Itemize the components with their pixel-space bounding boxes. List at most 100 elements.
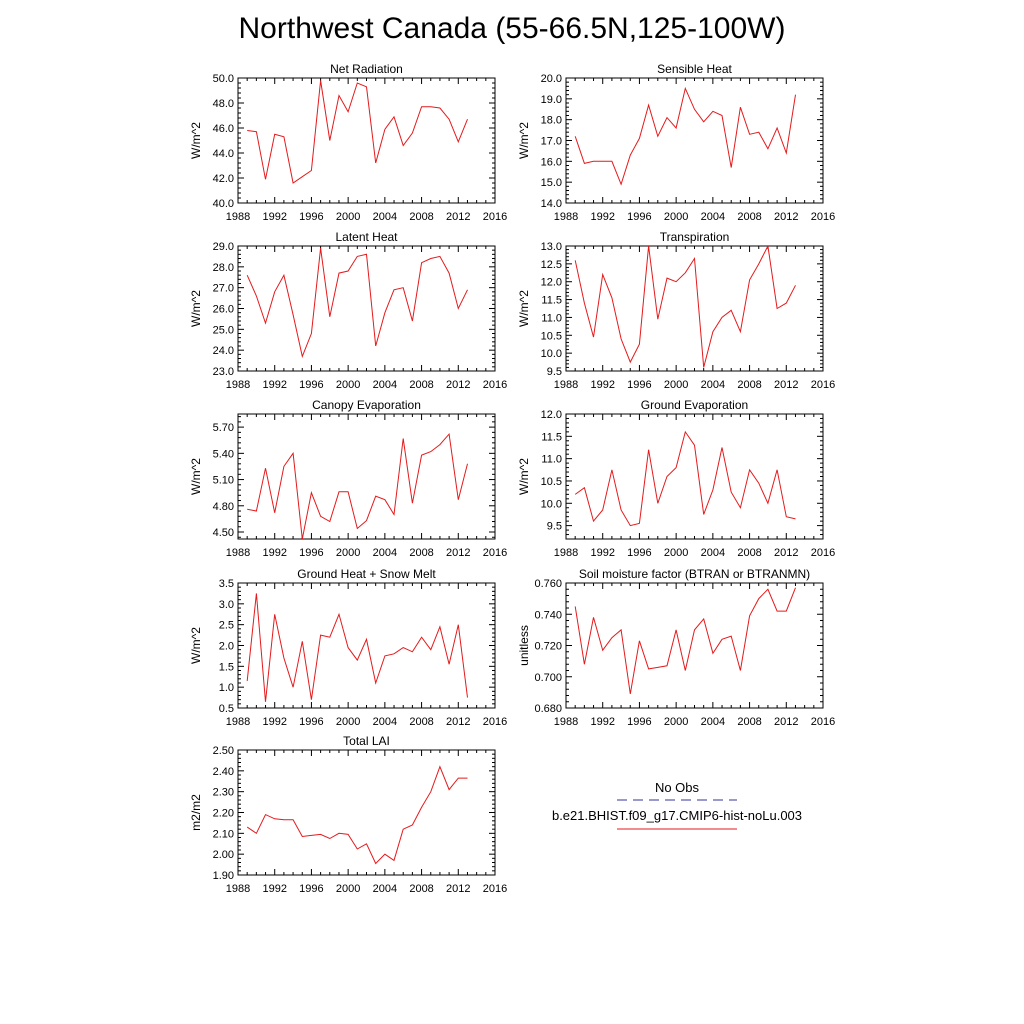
legend-label-model: b.e21.BHIST.f09_g17.CMIP6-hist-noLu.003 [552, 808, 802, 823]
chart-title: Total LAI [343, 734, 390, 748]
x-tick-label: 2004 [701, 211, 725, 223]
y-tick-label: 2.5 [219, 620, 234, 632]
x-tick-label: 1988 [554, 379, 578, 391]
x-tick-label: 2012 [774, 547, 798, 559]
x-tick-label: 2012 [446, 716, 470, 728]
x-tick-label: 2016 [483, 379, 507, 391]
y-tick-label: 46.0 [213, 123, 234, 135]
y-axis-label: W/m^2 [189, 458, 203, 495]
chart-title: Sensible Heat [657, 62, 732, 76]
page-title: Northwest Canada (55-66.5N,125-100W) [238, 12, 786, 45]
y-tick-label: 2.30 [213, 787, 234, 799]
x-tick-label: 2000 [664, 547, 688, 559]
y-tick-label: 0.740 [534, 609, 562, 621]
x-tick-label: 2008 [409, 883, 433, 895]
y-tick-label: 2.20 [213, 808, 234, 820]
y-tick-label: 14.0 [541, 198, 562, 210]
y-tick-label: 0.720 [534, 641, 562, 653]
y-tick-label: 44.0 [213, 148, 234, 160]
chart-title: Ground Heat + Snow Melt [297, 567, 436, 581]
y-tick-label: 20.0 [541, 73, 562, 85]
x-tick-label: 1988 [554, 547, 578, 559]
y-axis-label: unitless [517, 625, 531, 666]
x-tick-label: 2000 [664, 379, 688, 391]
y-tick-label: 48.0 [213, 98, 234, 110]
y-tick-label: 11.5 [541, 431, 562, 443]
y-tick-label: 27.0 [213, 283, 234, 295]
series-line-0 [246, 765, 468, 865]
x-tick-label: 2000 [336, 547, 360, 559]
x-tick-label: 1992 [590, 379, 614, 391]
x-tick-label: 1992 [590, 716, 614, 728]
plot-frame [237, 749, 496, 876]
x-tick-label: 2012 [446, 379, 470, 391]
x-tick-label: 1996 [627, 547, 651, 559]
y-tick-label: 10.0 [541, 498, 562, 510]
chart-title: Canopy Evaporation [312, 398, 421, 412]
y-tick-label: 29.0 [213, 241, 234, 253]
x-tick-label: 2004 [373, 379, 397, 391]
y-axis-label: W/m^2 [517, 458, 531, 495]
series-line-0 [574, 246, 796, 368]
x-tick-label: 1988 [226, 716, 250, 728]
x-tick-label: 2004 [373, 883, 397, 895]
chart-title: Net Radiation [330, 62, 403, 76]
y-tick-label: 24.0 [213, 345, 234, 357]
chart-title: Transpiration [660, 230, 730, 244]
y-tick-label: 12.0 [541, 277, 562, 289]
x-tick-label: 2008 [737, 547, 761, 559]
y-tick-label: 3.5 [219, 578, 234, 590]
chart-panel-7: Soil moisture factor (BTRAN or BTRANMN) 1… [517, 567, 835, 728]
x-tick-label: 1996 [299, 883, 323, 895]
x-tick-label: 2004 [701, 547, 725, 559]
x-tick-label: 2004 [373, 716, 397, 728]
x-tick-label: 1996 [299, 379, 323, 391]
series-line-0 [246, 593, 468, 702]
chart-title: Latent Heat [335, 230, 398, 244]
y-tick-label: 0.680 [534, 703, 562, 715]
y-tick-label: 40.0 [213, 198, 234, 210]
series-line-0 [247, 432, 468, 539]
x-tick-label: 2000 [664, 716, 688, 728]
x-tick-label: 2016 [811, 547, 835, 559]
y-tick-label: 11.0 [541, 312, 562, 324]
x-tick-label: 1988 [554, 211, 578, 223]
y-tick-label: 17.0 [541, 136, 562, 148]
legend: No Obs b.e21.BHIST.f09_g17.CMIP6-hist-noL… [552, 780, 802, 830]
x-tick-label: 1996 [627, 379, 651, 391]
x-tick-label: 2012 [774, 211, 798, 223]
chart-title: Soil moisture factor (BTRAN or BTRANMN) [579, 567, 810, 581]
y-tick-label: 9.5 [547, 366, 562, 378]
x-tick-label: 1992 [590, 547, 614, 559]
y-tick-label: 2.0 [219, 641, 234, 653]
plot-frame [565, 582, 824, 709]
x-tick-label: 1996 [299, 211, 323, 223]
x-tick-label: 1988 [226, 883, 250, 895]
y-tick-label: 2.00 [213, 849, 234, 861]
y-axis-label: W/m^2 [189, 627, 203, 664]
y-tick-label: 0.700 [534, 672, 562, 684]
x-tick-label: 2004 [701, 716, 725, 728]
x-tick-label: 2000 [336, 379, 360, 391]
x-tick-label: 2008 [737, 379, 761, 391]
y-tick-label: 28.0 [213, 262, 234, 274]
y-tick-label: 25.0 [213, 324, 234, 336]
y-tick-label: 10.0 [541, 348, 562, 360]
x-tick-label: 2008 [737, 716, 761, 728]
y-tick-label: 16.0 [541, 156, 562, 168]
x-tick-label: 1996 [627, 716, 651, 728]
x-tick-label: 2016 [483, 547, 507, 559]
y-tick-label: 1.0 [219, 682, 234, 694]
x-tick-label: 2004 [373, 547, 397, 559]
x-tick-label: 1996 [299, 716, 323, 728]
y-tick-label: 1.5 [219, 661, 234, 673]
x-tick-label: 2004 [701, 379, 725, 391]
plot-frame [565, 413, 824, 540]
x-tick-label: 2016 [811, 211, 835, 223]
x-tick-label: 2016 [483, 716, 507, 728]
y-axis-label: W/m^2 [517, 290, 531, 327]
x-tick-label: 2008 [409, 547, 433, 559]
chart-panel-5: Ground Evaporation 1988 1992 1996 2000 2004 20… [517, 398, 835, 559]
y-tick-label: 3.0 [219, 599, 234, 611]
x-tick-label: 1988 [554, 716, 578, 728]
